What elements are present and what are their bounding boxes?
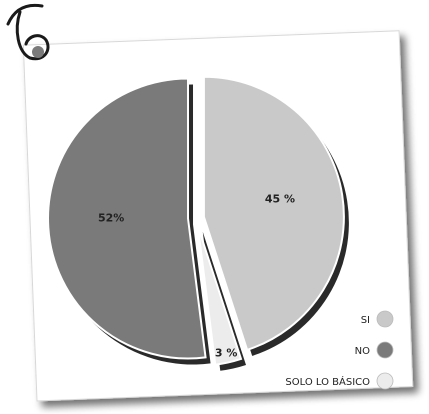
handwritten-mark: 6 xyxy=(0,0,50,61)
legend-label-solo-lo-basico: SOLO LO BÁSICO xyxy=(285,375,370,388)
pie-label-no: 52% xyxy=(98,211,124,224)
legend-label-si: SI xyxy=(361,315,370,326)
legend-swatch-no xyxy=(376,341,394,359)
legend-swatch-solo-lo-basico xyxy=(376,372,394,390)
legend-swatch-si xyxy=(376,310,394,328)
pie-label-solo-lo-basico: 3 % xyxy=(215,347,238,360)
pie-slice-si xyxy=(202,75,345,352)
pie-slices xyxy=(47,75,345,366)
pie-slice-no xyxy=(47,77,207,360)
pie-slice-solo-lo-basico xyxy=(196,225,243,366)
pie-label-si: 45 % xyxy=(265,193,295,206)
pie-labels: 45 % 3 % 52% xyxy=(98,193,295,360)
pie-slice-shadow-solo-lo-basico xyxy=(202,231,247,371)
legend-label-no: NO xyxy=(355,346,370,357)
legend: SI NO SOLO LO BÁSICO xyxy=(285,310,394,390)
corner-mark-text: 6 xyxy=(0,0,1,1)
